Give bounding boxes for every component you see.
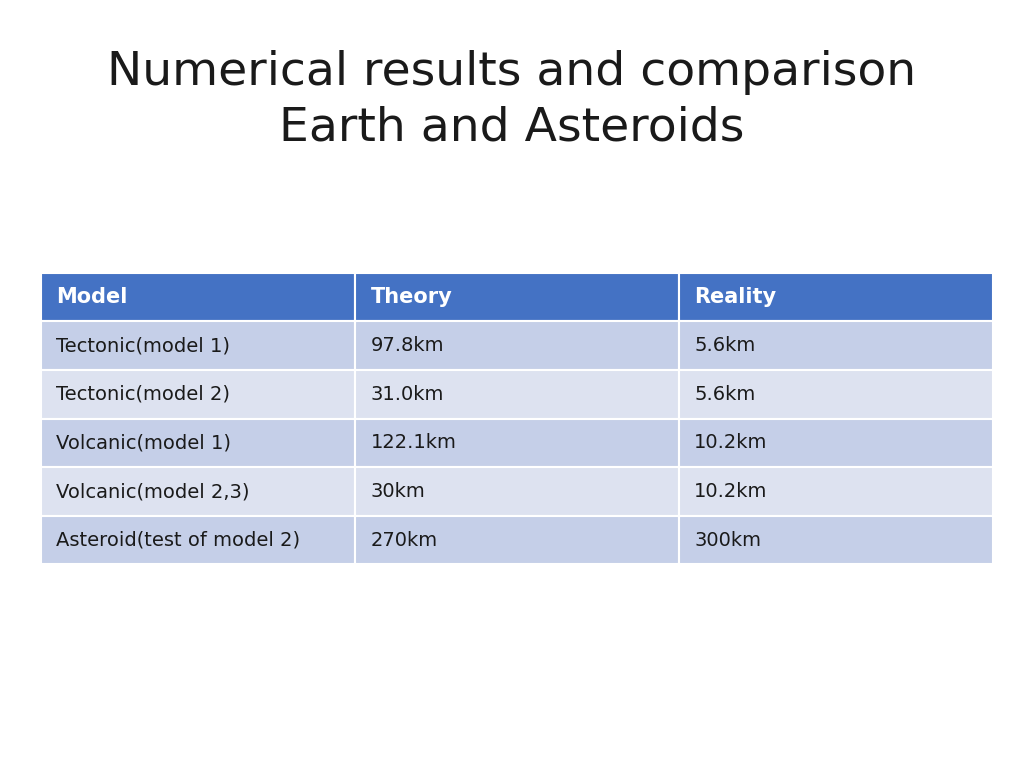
Text: Volcanic(model 1): Volcanic(model 1) — [56, 433, 231, 452]
Text: Tectonic(model 2): Tectonic(model 2) — [56, 385, 230, 404]
Text: 10.2km: 10.2km — [694, 482, 768, 501]
Text: Model: Model — [56, 287, 128, 307]
Text: 122.1km: 122.1km — [371, 433, 457, 452]
Text: 270km: 270km — [371, 531, 437, 550]
Text: 30km: 30km — [371, 482, 425, 501]
Text: 5.6km: 5.6km — [694, 385, 756, 404]
Text: Asteroid(test of model 2): Asteroid(test of model 2) — [56, 531, 300, 550]
Text: Volcanic(model 2,3): Volcanic(model 2,3) — [56, 482, 250, 501]
Text: 5.6km: 5.6km — [694, 336, 756, 355]
Text: Reality: Reality — [694, 287, 776, 307]
Text: 31.0km: 31.0km — [371, 385, 444, 404]
Text: 10.2km: 10.2km — [694, 433, 768, 452]
Text: 300km: 300km — [694, 531, 762, 550]
Text: Numerical results and comparison
Earth and Asteroids: Numerical results and comparison Earth a… — [108, 50, 916, 150]
Text: 97.8km: 97.8km — [371, 336, 444, 355]
Text: Theory: Theory — [371, 287, 453, 307]
Text: Tectonic(model 1): Tectonic(model 1) — [56, 336, 230, 355]
